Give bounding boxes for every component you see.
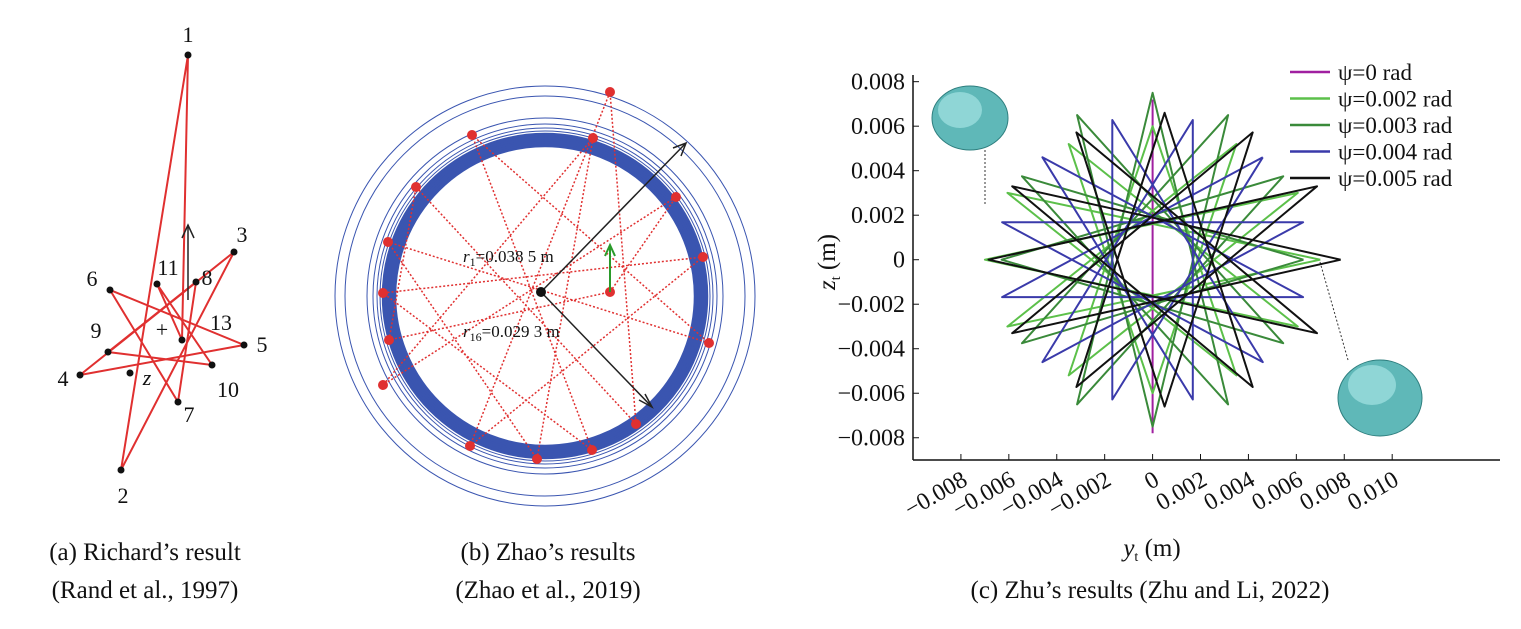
point-label: 11 <box>157 255 178 280</box>
point-label: 7 <box>184 402 195 427</box>
legend-label: ψ=0.005 rad <box>1338 166 1453 191</box>
series-line <box>987 111 1341 408</box>
symbol: r <box>463 322 470 341</box>
point <box>631 419 641 429</box>
ring <box>389 140 701 452</box>
y-tick-label: −0.002 <box>837 292 905 318</box>
point <box>384 335 394 345</box>
unit: (m) <box>814 234 841 276</box>
point <box>378 380 388 390</box>
point-label: 5 <box>257 332 268 357</box>
r1-label: r1=0.038 5 m <box>463 247 554 269</box>
subscript: 16 <box>470 330 482 344</box>
center-mark: + <box>156 317 168 342</box>
point <box>532 454 542 464</box>
subscript: 1 <box>470 255 476 269</box>
y-tick-label: −0.004 <box>837 337 905 363</box>
point <box>378 288 388 298</box>
legend-label: ψ=0.002 rad <box>1338 87 1453 112</box>
series-line <box>1001 119 1305 401</box>
caption: (Zhao et al., 2019) <box>455 577 640 604</box>
unit: (m) <box>1138 535 1180 562</box>
point-label: 1 <box>183 22 194 47</box>
value: =0.038 5 m <box>476 247 554 266</box>
y-tick-label: 0.004 <box>851 159 905 185</box>
center <box>536 287 546 297</box>
caption: (Rand et al., 1997) <box>52 577 239 604</box>
point-label: 2 <box>118 483 129 508</box>
x-axis-label: yt (m) <box>1120 535 1180 565</box>
points <box>76 51 248 474</box>
panel-c: yt (m) zt (m) (c) Zhu’s results (Zhu and… <box>814 60 1500 604</box>
ring <box>391 142 699 450</box>
subscript: t <box>829 276 844 280</box>
point <box>605 87 615 97</box>
point <box>465 441 475 451</box>
arrow-head <box>672 141 688 157</box>
arrow-head <box>181 223 195 239</box>
z-label: z <box>142 365 152 390</box>
arrow-head <box>638 393 654 409</box>
arrow-head <box>604 242 616 257</box>
y-tick-label: 0 <box>893 248 905 274</box>
point <box>698 252 708 262</box>
ring <box>387 138 703 454</box>
ring <box>366 117 724 475</box>
point <box>587 445 597 455</box>
value: =0.029 3 m <box>482 322 560 341</box>
point-label: 3 <box>237 222 248 247</box>
symbol: z <box>814 280 841 291</box>
inset-body <box>931 85 1423 437</box>
point-label: 9 <box>91 318 102 343</box>
series-line <box>983 125 1321 395</box>
point <box>383 237 393 247</box>
ring <box>376 127 714 465</box>
radius-arrow <box>540 291 653 408</box>
point <box>467 130 477 140</box>
y-tick-label: −0.006 <box>837 381 905 407</box>
ring <box>344 95 746 497</box>
radius-arrow <box>540 142 687 293</box>
symbol: y <box>1120 535 1135 562</box>
x-tick-label: 0.010 <box>1343 467 1403 517</box>
panel-b: r1=0.038 5 m r16=0.029 3 m (b) Zhao’s re… <box>334 85 756 604</box>
point-label: 10 <box>217 377 239 402</box>
legend-label: ψ=0 rad <box>1338 60 1412 85</box>
r16-label: r16=0.029 3 m <box>463 322 560 344</box>
y-tick-label: 0.006 <box>851 114 905 140</box>
point-label: 13 <box>210 310 232 335</box>
y-tick-label: 0.008 <box>851 70 905 96</box>
point-label: 6 <box>87 266 98 291</box>
y-axis-label: zt (m) <box>814 234 844 291</box>
subscript: t <box>1134 550 1138 565</box>
point <box>671 192 681 202</box>
symbol: r <box>463 247 470 266</box>
y-tick-label: −0.008 <box>837 426 905 452</box>
point <box>588 133 598 143</box>
point <box>704 338 714 348</box>
points <box>378 87 714 464</box>
panel-a: 1 2 3 4 5 6 7 8 9 10 11 13 + z (a) Richa… <box>49 22 267 604</box>
legend-label: ψ=0.003 rad <box>1338 113 1453 138</box>
ring <box>393 144 697 448</box>
caption: (c) Zhu’s results (Zhu and Li, 2022) <box>971 577 1330 604</box>
ring <box>334 85 756 507</box>
point-label: 4 <box>58 366 69 391</box>
series-line <box>1000 91 1304 428</box>
legend-label: ψ=0.004 rad <box>1338 140 1453 165</box>
caption: (a) Richard’s result <box>49 539 241 566</box>
point <box>411 182 421 192</box>
ring <box>372 123 718 469</box>
y-tick-label: 0.002 <box>851 203 905 229</box>
point-label: 8 <box>202 265 213 290</box>
caption: (b) Zhao’s results <box>461 539 636 566</box>
